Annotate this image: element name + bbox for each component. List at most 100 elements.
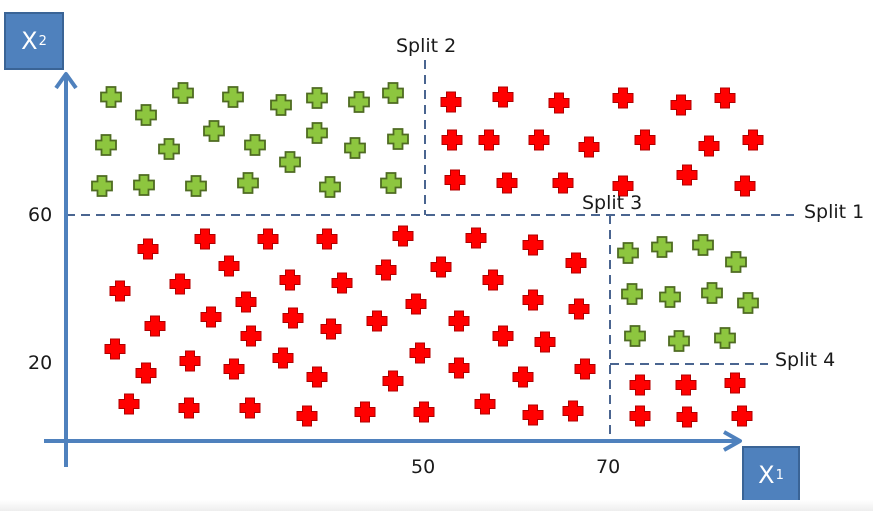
red-plus-marker-icon bbox=[474, 393, 496, 415]
red-plus-marker-icon bbox=[240, 325, 262, 347]
x-tick-70: 70 bbox=[596, 456, 621, 478]
red-plus-marker-icon bbox=[492, 86, 514, 108]
red-plus-marker-icon bbox=[239, 397, 261, 419]
green-plus-marker-icon bbox=[244, 134, 266, 156]
y-axis-label-subscript: 2 bbox=[38, 33, 47, 49]
red-plus-marker-icon bbox=[714, 87, 736, 109]
red-plus-marker-icon bbox=[465, 227, 487, 249]
green-plus-marker-icon bbox=[380, 172, 402, 194]
red-plus-marker-icon bbox=[272, 347, 294, 369]
red-plus-marker-icon bbox=[552, 172, 574, 194]
red-plus-marker-icon bbox=[218, 255, 240, 277]
red-plus-marker-icon bbox=[670, 94, 692, 116]
split-3-label: Split 3 bbox=[582, 192, 643, 214]
green-plus-marker-icon bbox=[91, 175, 113, 197]
green-plus-marker-icon bbox=[714, 327, 736, 349]
red-plus-marker-icon bbox=[366, 310, 388, 332]
green-plus-marker-icon bbox=[95, 134, 117, 156]
red-plus-marker-icon bbox=[296, 405, 318, 427]
red-plus-marker-icon bbox=[629, 374, 651, 396]
red-plus-marker-icon bbox=[320, 318, 342, 340]
green-plus-marker-icon bbox=[185, 175, 207, 197]
red-plus-marker-icon bbox=[104, 338, 126, 360]
red-plus-marker-icon bbox=[316, 228, 338, 250]
red-plus-marker-icon bbox=[440, 91, 462, 113]
y-axis-arrowhead bbox=[54, 72, 78, 90]
y-tick-60: 60 bbox=[28, 204, 53, 226]
red-plus-marker-icon bbox=[548, 92, 570, 114]
red-plus-marker-icon bbox=[629, 405, 651, 427]
green-plus-marker-icon bbox=[692, 234, 714, 256]
red-plus-marker-icon bbox=[200, 306, 222, 328]
red-plus-marker-icon bbox=[282, 307, 304, 329]
red-plus-marker-icon bbox=[522, 289, 544, 311]
red-plus-marker-icon bbox=[676, 406, 698, 428]
red-plus-marker-icon bbox=[144, 315, 166, 337]
red-plus-marker-icon bbox=[676, 164, 698, 186]
red-plus-marker-icon bbox=[528, 129, 550, 151]
red-plus-marker-icon bbox=[731, 405, 753, 427]
split-2-label: Split 2 bbox=[396, 35, 457, 57]
red-plus-marker-icon bbox=[612, 175, 634, 197]
red-plus-marker-icon bbox=[179, 350, 201, 372]
green-plus-marker-icon bbox=[306, 122, 328, 144]
red-plus-marker-icon bbox=[675, 374, 697, 396]
red-plus-marker-icon bbox=[734, 175, 756, 197]
green-plus-marker-icon bbox=[382, 82, 404, 104]
green-plus-marker-icon bbox=[725, 251, 747, 273]
red-plus-marker-icon bbox=[698, 135, 720, 157]
red-plus-marker-icon bbox=[496, 172, 518, 194]
red-plus-marker-icon bbox=[742, 129, 764, 151]
red-plus-marker-icon bbox=[331, 272, 353, 294]
red-plus-marker-icon bbox=[522, 234, 544, 256]
red-plus-marker-icon bbox=[306, 366, 328, 388]
green-plus-marker-icon bbox=[737, 292, 759, 314]
red-plus-marker-icon bbox=[354, 401, 376, 423]
red-plus-marker-icon bbox=[441, 129, 463, 151]
red-plus-marker-icon bbox=[223, 358, 245, 380]
red-plus-marker-icon bbox=[482, 269, 504, 291]
red-plus-marker-icon bbox=[448, 357, 470, 379]
red-plus-marker-icon bbox=[578, 136, 600, 158]
green-plus-marker-icon bbox=[100, 86, 122, 108]
green-plus-marker-icon bbox=[306, 87, 328, 109]
x-axis-label: X bbox=[758, 461, 775, 489]
green-plus-marker-icon bbox=[279, 151, 301, 173]
split-lines bbox=[66, 60, 794, 441]
red-plus-marker-icon bbox=[409, 342, 431, 364]
red-plus-marker-icon bbox=[565, 252, 587, 274]
green-plus-marker-icon bbox=[133, 174, 155, 196]
y-axis-label: X bbox=[21, 27, 38, 55]
green-plus-marker-icon bbox=[158, 138, 180, 160]
red-plus-marker-icon bbox=[137, 238, 159, 260]
red-plus-marker-icon bbox=[235, 291, 257, 313]
red-plus-marker-icon bbox=[430, 256, 452, 278]
red-plus-marker-icon bbox=[492, 325, 514, 347]
red-plus-marker-icon bbox=[109, 280, 131, 302]
red-plus-marker-icon bbox=[375, 259, 397, 281]
green-plus-marker-icon bbox=[668, 330, 690, 352]
red-plus-marker-icon bbox=[413, 401, 435, 423]
red-plus-marker-icon bbox=[724, 372, 746, 394]
x-axis-arrowhead bbox=[723, 430, 742, 452]
green-plus-marker-icon bbox=[348, 91, 370, 113]
green-plus-marker-icon bbox=[237, 172, 259, 194]
green-plus-marker-icon bbox=[659, 286, 681, 308]
green-plus-marker-icon bbox=[135, 104, 157, 126]
red-plus-marker-icon bbox=[522, 404, 544, 426]
red-plus-marker-icon bbox=[257, 228, 279, 250]
red-plus-marker-icon bbox=[562, 400, 584, 422]
red-plus-marker-icon bbox=[382, 370, 404, 392]
red-plus-marker-icon bbox=[448, 310, 470, 332]
green-plus-marker-icon bbox=[222, 86, 244, 108]
red-plus-marker-icon bbox=[534, 331, 556, 353]
data-points bbox=[91, 82, 764, 428]
red-plus-marker-icon bbox=[444, 169, 466, 191]
red-plus-marker-icon bbox=[118, 393, 140, 415]
green-plus-marker-icon bbox=[387, 128, 409, 150]
red-plus-marker-icon bbox=[178, 397, 200, 419]
red-plus-marker-icon bbox=[405, 293, 427, 315]
